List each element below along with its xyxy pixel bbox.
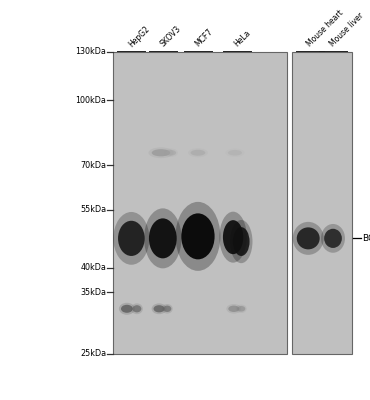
Ellipse shape [219,212,247,263]
Text: 55kDa: 55kDa [80,205,106,214]
Ellipse shape [226,304,241,314]
Ellipse shape [293,222,324,255]
Text: 100kDa: 100kDa [75,96,106,104]
Ellipse shape [297,227,320,249]
Ellipse shape [324,229,342,248]
Ellipse shape [191,150,205,156]
Ellipse shape [152,303,166,314]
Ellipse shape [237,306,245,312]
Ellipse shape [164,148,178,157]
Text: BCS1L: BCS1L [362,234,370,243]
Ellipse shape [149,218,177,258]
Bar [292,52,352,354]
Ellipse shape [236,304,247,313]
Text: 70kDa: 70kDa [80,161,106,170]
Ellipse shape [228,150,242,156]
Ellipse shape [132,305,141,312]
Ellipse shape [154,305,165,312]
Text: 40kDa: 40kDa [80,264,106,272]
Ellipse shape [144,208,182,268]
Text: Mouse heart: Mouse heart [306,9,346,49]
Ellipse shape [131,303,143,314]
Ellipse shape [223,220,243,254]
Ellipse shape [181,213,215,259]
Bar [113,52,287,354]
Ellipse shape [152,149,170,156]
Text: 130kDa: 130kDa [75,48,106,56]
Text: 25kDa: 25kDa [80,350,106,358]
Ellipse shape [113,212,149,265]
Ellipse shape [188,148,208,157]
Ellipse shape [148,147,174,158]
Text: MCF7: MCF7 [194,28,215,49]
Ellipse shape [225,148,245,157]
Text: HepG2: HepG2 [127,24,151,49]
Ellipse shape [233,227,250,256]
Ellipse shape [118,221,145,256]
Ellipse shape [121,305,133,313]
Ellipse shape [228,306,239,312]
Text: 35kDa: 35kDa [80,288,106,297]
Ellipse shape [162,304,173,314]
Ellipse shape [230,220,252,263]
Ellipse shape [166,150,176,156]
Ellipse shape [119,303,135,315]
Ellipse shape [175,202,221,271]
Text: HeLa: HeLa [232,29,252,49]
Text: SKOV3: SKOV3 [158,24,182,49]
Text: Mouse liver: Mouse liver [329,11,366,49]
Ellipse shape [321,224,345,253]
Ellipse shape [163,306,171,312]
